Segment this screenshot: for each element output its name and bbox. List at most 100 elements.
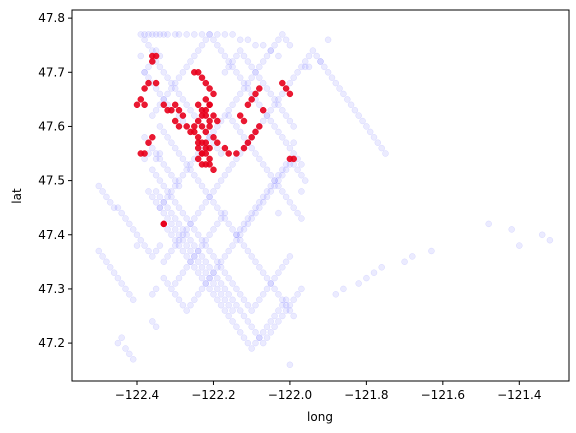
data-point xyxy=(267,90,275,98)
data-point xyxy=(202,106,210,114)
data-point xyxy=(236,112,244,119)
data-point xyxy=(160,209,168,217)
data-point xyxy=(225,220,232,228)
data-point xyxy=(267,318,275,325)
data-point xyxy=(244,220,252,228)
x-axis: −122.4 −122.2 −122.0 −121.8 −121.6 −121.4 xyxy=(115,381,542,402)
data-point xyxy=(179,155,187,163)
data-point xyxy=(168,220,175,228)
data-point xyxy=(240,134,248,141)
data-point xyxy=(145,31,152,38)
data-point xyxy=(244,36,252,44)
data-point xyxy=(244,301,252,309)
data-point xyxy=(229,31,236,38)
data-point xyxy=(133,231,141,239)
data-point xyxy=(179,247,187,255)
series-all-points xyxy=(95,31,554,369)
data-point xyxy=(179,69,187,76)
data-point xyxy=(271,123,278,130)
data-point xyxy=(275,128,282,136)
data-point xyxy=(164,280,171,287)
data-point xyxy=(214,144,221,152)
data-point xyxy=(191,171,198,179)
data-point xyxy=(236,291,244,298)
data-point xyxy=(221,112,229,119)
data-point xyxy=(194,177,202,184)
data-point xyxy=(103,258,110,266)
data-point xyxy=(202,36,210,44)
data-point xyxy=(221,52,229,60)
data-point xyxy=(214,285,221,293)
data-point xyxy=(183,123,190,130)
data-point xyxy=(152,171,160,179)
data-point xyxy=(282,258,290,266)
x-tick-label: −122.4 xyxy=(115,388,159,402)
data-point xyxy=(183,307,190,314)
data-point xyxy=(171,291,179,298)
data-point xyxy=(183,161,190,168)
data-point xyxy=(236,329,244,336)
data-point xyxy=(141,150,148,157)
data-point xyxy=(160,101,168,109)
data-point xyxy=(156,31,164,38)
data-point xyxy=(256,334,263,341)
data-point xyxy=(236,36,244,44)
data-point xyxy=(267,106,275,114)
data-point xyxy=(198,112,206,119)
data-point xyxy=(103,193,110,201)
data-point xyxy=(286,361,294,369)
data-point xyxy=(206,31,213,38)
data-point xyxy=(263,112,271,119)
y-tick-label: 47.5 xyxy=(38,174,65,188)
data-point xyxy=(164,188,171,195)
data-point xyxy=(290,204,297,211)
data-point xyxy=(202,96,210,103)
data-point xyxy=(198,242,206,249)
data-point xyxy=(145,188,152,195)
data-point xyxy=(214,264,221,271)
data-point xyxy=(508,226,515,233)
data-point xyxy=(160,31,168,38)
series-highlight-points xyxy=(133,52,297,228)
data-point xyxy=(194,231,202,239)
data-point xyxy=(263,52,271,60)
data-point xyxy=(187,161,194,168)
data-point xyxy=(248,323,255,331)
data-point xyxy=(202,188,210,195)
data-point xyxy=(252,128,259,136)
data-point xyxy=(286,307,294,314)
data-point xyxy=(248,215,255,222)
data-point xyxy=(194,69,202,76)
data-point xyxy=(198,204,206,211)
data-point xyxy=(179,231,187,239)
data-point xyxy=(294,291,301,298)
data-point xyxy=(145,79,152,87)
data-point xyxy=(141,69,148,76)
data-point xyxy=(171,182,179,190)
data-point xyxy=(175,90,183,98)
data-point xyxy=(282,301,290,309)
data-point xyxy=(271,177,278,184)
data-point xyxy=(214,296,221,304)
data-point xyxy=(229,242,236,249)
data-point xyxy=(179,171,187,179)
data-point xyxy=(256,155,263,163)
data-point xyxy=(187,106,194,114)
y-tick-label: 47.7 xyxy=(38,65,65,79)
data-point xyxy=(538,231,546,239)
data-point xyxy=(152,188,160,195)
data-point xyxy=(168,188,175,195)
data-point xyxy=(160,69,168,76)
data-point xyxy=(279,166,286,174)
data-point xyxy=(175,106,183,114)
data-point xyxy=(259,199,267,206)
data-point xyxy=(324,69,332,76)
y-axis: 47.2 47.3 47.4 47.5 47.6 47.7 47.8 xyxy=(38,11,72,350)
data-point xyxy=(183,215,190,222)
data-point xyxy=(152,79,160,87)
data-point xyxy=(229,318,236,325)
data-point xyxy=(370,269,378,276)
data-point xyxy=(240,85,248,92)
data-point xyxy=(152,155,160,163)
data-point xyxy=(198,123,206,130)
